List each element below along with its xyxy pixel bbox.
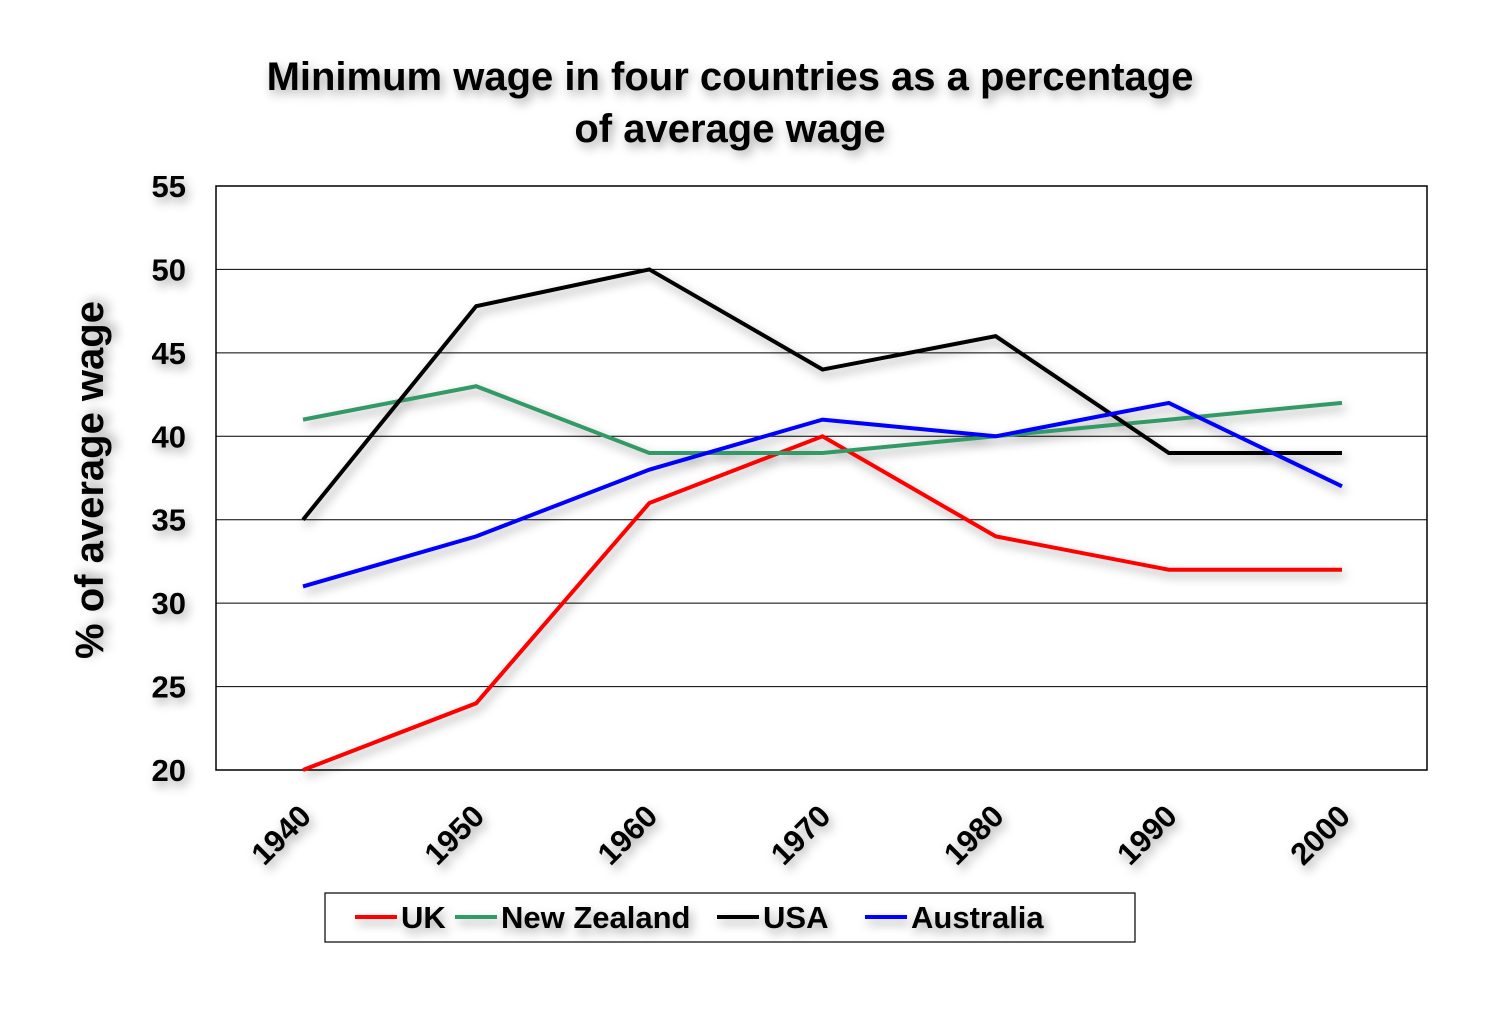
x-tick-label: 1940 <box>244 798 318 872</box>
series-line-uk <box>302 434 1342 772</box>
legend: UK New Zealand USA Australia <box>324 892 1136 943</box>
chart-title-line-2: of average wage <box>574 107 885 151</box>
y-axis-label: % of average wage <box>68 301 112 659</box>
y-tick-label: 45 <box>152 336 186 371</box>
x-tick-label: 1960 <box>591 798 665 872</box>
x-tick-label: 1970 <box>764 798 838 872</box>
series-line-usa <box>301 267 1342 521</box>
x-tick-label: 2000 <box>1283 798 1357 872</box>
y-tick-label: 50 <box>152 252 186 287</box>
y-tick-label: 35 <box>152 503 186 538</box>
x-tick-label: 1990 <box>1110 798 1184 872</box>
y-tick-label: 25 <box>152 670 186 705</box>
chart-title: Minimum wage in four countries as a perc… <box>267 55 1194 151</box>
x-tick-label: 1950 <box>418 798 492 872</box>
chart-title-line-1: Minimum wage in four countries as a perc… <box>267 55 1194 99</box>
legend-label-uk: UK <box>401 900 446 935</box>
y-tick-label: 55 <box>152 169 186 204</box>
legend-label-new-zealand: New Zealand <box>501 900 691 935</box>
y-tick-label: 40 <box>152 419 186 454</box>
x-tick-label: 1980 <box>937 798 1011 872</box>
x-axis-ticks: 1940 1950 1960 1970 1980 1990 2000 <box>244 798 1357 872</box>
series-line-australia <box>302 400 1343 589</box>
legend-label-usa: USA <box>763 900 828 935</box>
series-lines <box>301 267 1343 772</box>
series-line-new-zealand <box>302 384 1343 455</box>
legend-label-australia: Australia <box>911 900 1044 935</box>
y-axis-ticks: 20 25 30 35 40 45 50 55 <box>152 169 186 788</box>
y-tick-label: 20 <box>152 753 186 788</box>
plot-area <box>215 185 1428 771</box>
y-tick-label: 30 <box>152 586 186 621</box>
